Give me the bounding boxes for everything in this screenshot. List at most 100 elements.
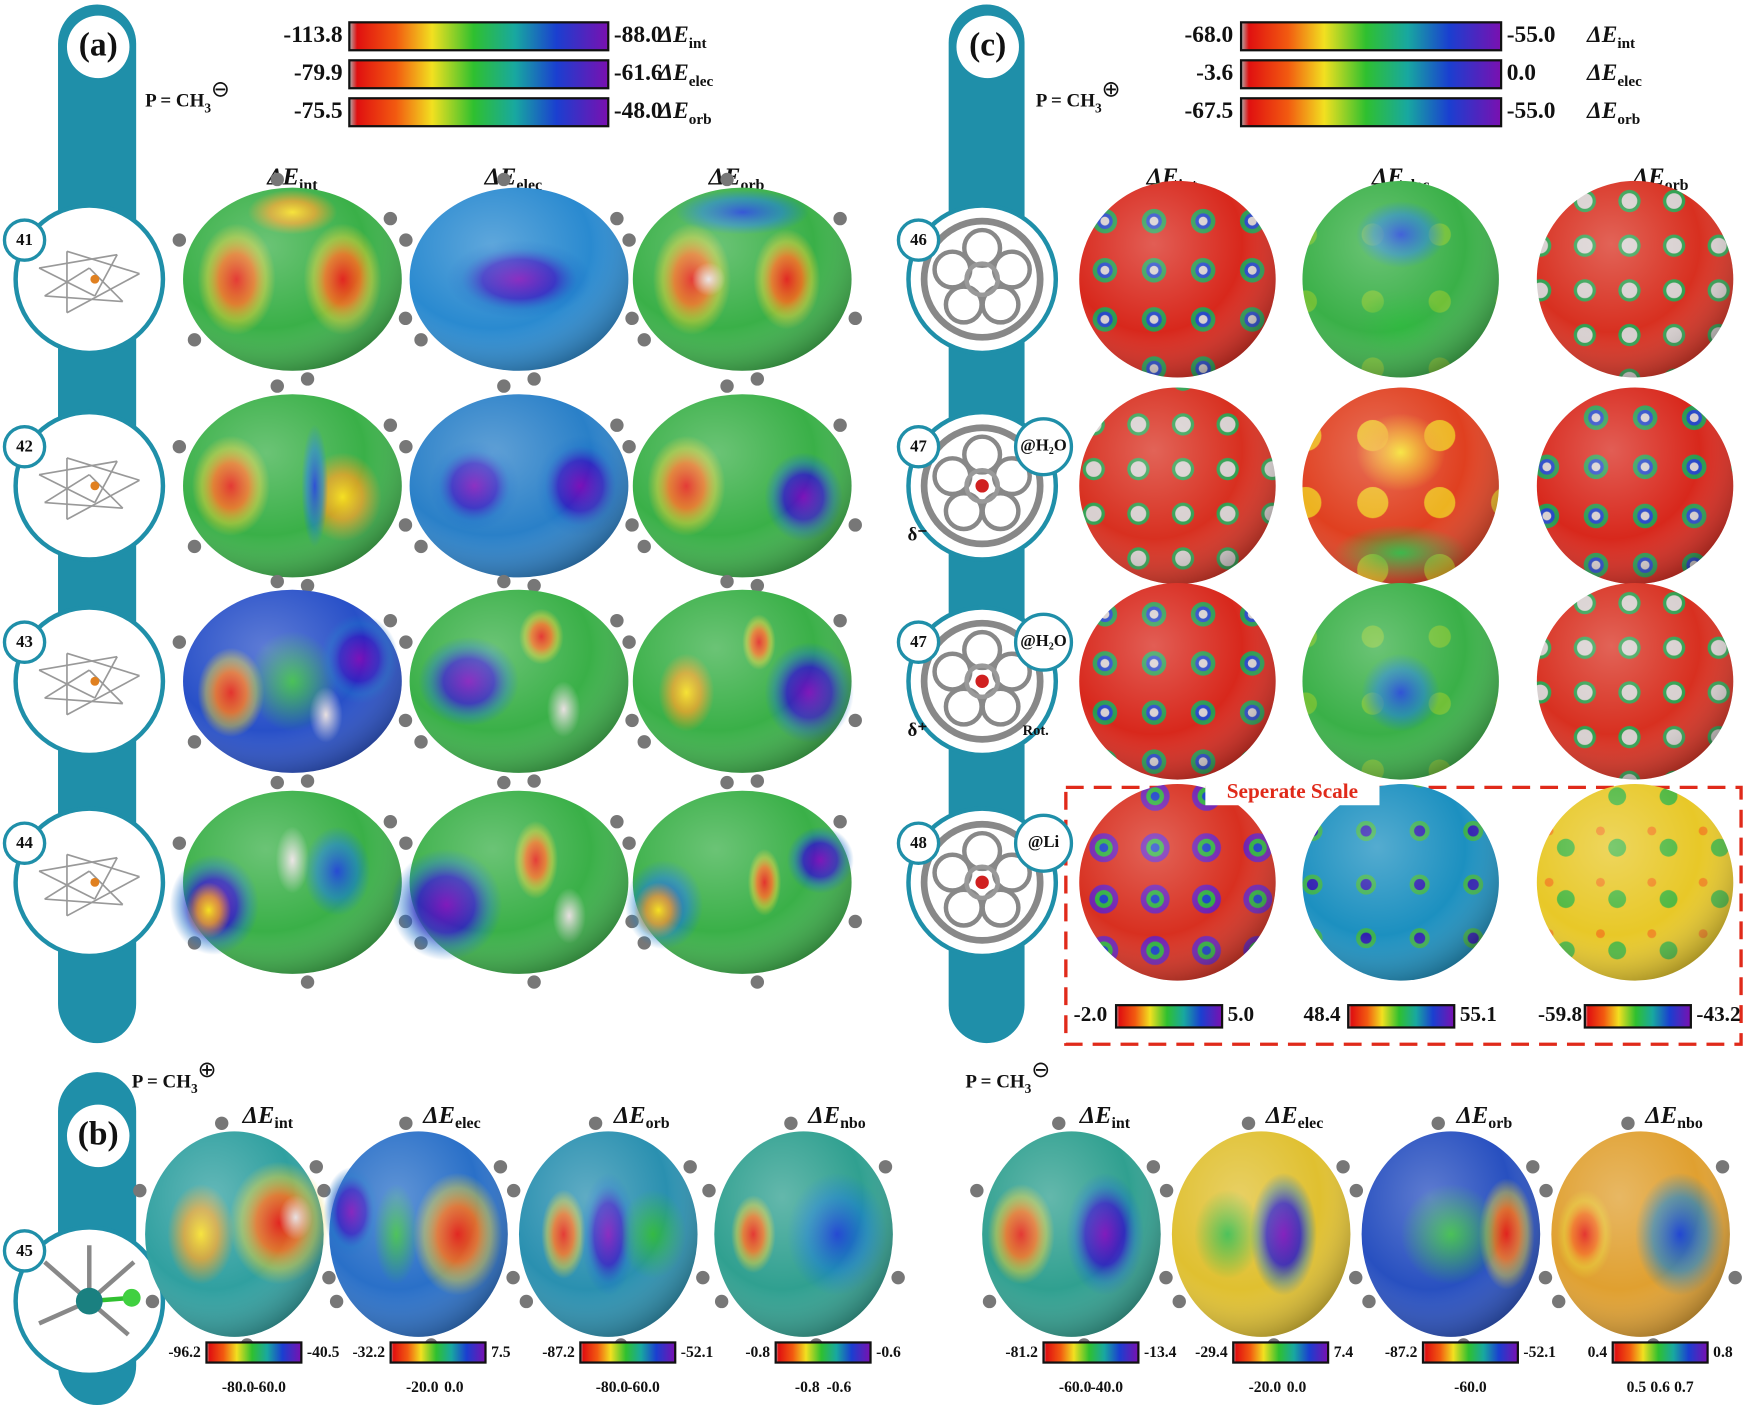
colorbar: [1232, 1341, 1330, 1364]
ball-stick-atom: [398, 518, 413, 532]
bond: [94, 857, 118, 900]
sphere-shade: [1302, 582, 1499, 780]
ball-stick-atom: [696, 1270, 710, 1285]
ball-stick-atom: [833, 418, 847, 432]
bond: [94, 460, 118, 503]
ball-stick-atom: [399, 439, 413, 454]
ball-stick-atom: [833, 211, 847, 226]
subscript: elec: [689, 72, 714, 89]
charge-label: P = CH3⊖: [145, 77, 230, 116]
bond: [38, 856, 118, 872]
panel-label: (a): [79, 27, 118, 64]
surface-map: [399, 379, 639, 593]
ball-stick-atom: [848, 518, 862, 532]
colorbar: [389, 1341, 487, 1364]
ball-stick-atom: [702, 1183, 716, 1198]
ball-stick-atom: [399, 836, 413, 850]
ball-stick-atom: [1715, 1160, 1730, 1174]
compound-badge: [2, 620, 47, 664]
colorbar-max: -52.1: [1523, 1344, 1556, 1361]
column-header: ΔEelec: [1265, 1101, 1323, 1131]
surface-shade: [409, 187, 629, 371]
superscript: ⊖: [211, 77, 230, 102]
ball-stick-atom: [720, 775, 734, 790]
ball-stick-atom: [172, 836, 187, 850]
ball-stick-atom: [610, 613, 624, 628]
colorbar-tick: -80.0: [596, 1379, 629, 1396]
panel-label: (b): [78, 1116, 119, 1153]
ball-stick-atom: [848, 914, 862, 929]
subscript: orb: [689, 110, 712, 127]
symbol: ΔE: [1586, 60, 1617, 86]
subscript: elec: [1617, 72, 1642, 89]
ball-stick-atom: [187, 539, 202, 554]
ball-stick-atom: [133, 1183, 147, 1198]
ball-stick-atom: [519, 1294, 534, 1309]
guest-label: @H₂O: [1020, 631, 1067, 650]
colorbar: [348, 21, 610, 52]
panel-label-bg: [66, 15, 130, 79]
bond: [66, 853, 140, 878]
ball-stick-atom: [215, 1116, 229, 1130]
compound-number: 41: [16, 230, 33, 249]
colorbar-min: -29.4: [1195, 1344, 1228, 1361]
colorbar-max: 7.4: [1334, 1344, 1354, 1361]
surface-shade: [714, 1131, 893, 1337]
colorbar-max: 7.5: [491, 1344, 511, 1361]
bond: [66, 652, 140, 677]
colorbar-max: -48.0: [614, 98, 663, 124]
surface-map: [169, 775, 413, 989]
symbol: ΔE: [613, 1101, 646, 1128]
sphere-shade: [1079, 180, 1276, 378]
ball-stick-atom: [414, 539, 428, 554]
surface-shade: [982, 1131, 1161, 1337]
ball-stick-atom: [383, 815, 398, 829]
surface-map: [506, 1116, 710, 1352]
ball-stick-atom: [497, 379, 511, 393]
charge-text: P = CH: [145, 91, 205, 112]
surface-map: [702, 1116, 905, 1352]
bond: [44, 267, 90, 297]
colorbar-max: -61.6: [614, 60, 663, 86]
compound-number: 47: [910, 437, 927, 456]
compound-number: 47: [910, 632, 927, 651]
column-header: ΔEnbo: [1644, 1101, 1702, 1131]
compound-number: 45: [16, 1241, 33, 1260]
symbol: ΔE: [1265, 1101, 1298, 1128]
ball-stick-atom: [383, 418, 398, 432]
ball-stick-atom: [1621, 1116, 1635, 1130]
ball-stick-atom: [527, 975, 541, 989]
charge-label: P = CH3⊕: [132, 1057, 217, 1096]
symbol: ΔE: [1586, 22, 1617, 48]
ball-stick-atom: [588, 1116, 603, 1130]
colorbar-min: -2.0: [1074, 1002, 1108, 1026]
colorbar-max: 55.1: [1460, 1002, 1497, 1026]
bond: [94, 656, 118, 699]
subscript: 3: [1025, 1081, 1032, 1096]
subscript: int: [689, 34, 707, 51]
symbol: ΔE: [1456, 1101, 1489, 1128]
guest-label: @H₂O: [1020, 436, 1067, 455]
subscript: 3: [1095, 101, 1102, 116]
ball-stick-atom: [637, 333, 651, 347]
compound-number: 43: [16, 632, 33, 651]
ball-stick-atom: [610, 418, 624, 432]
ball-stick-atom: [172, 233, 187, 247]
ball-stick-atom: [750, 372, 765, 386]
compound-number: 48: [910, 833, 927, 852]
surface-shade: [632, 187, 852, 371]
sphere-shade: [1536, 582, 1734, 780]
surface-map: [622, 775, 862, 989]
ball-stick-atom: [622, 635, 636, 649]
symbol: ΔE: [657, 22, 688, 48]
ball-stick-atom: [187, 735, 202, 749]
colorbar-tick: -40.0: [1090, 1379, 1123, 1396]
colorbar-max: -43.2: [1696, 1002, 1740, 1026]
colorbar-name: ΔEint: [1586, 22, 1635, 51]
symbol: ΔE: [1079, 1101, 1112, 1128]
compound-badge: [896, 821, 941, 866]
ball-stick-atom: [1431, 1116, 1445, 1130]
guest-atom: [975, 875, 989, 890]
subscript: int: [274, 1115, 293, 1132]
guest-badge: [1013, 417, 1074, 477]
